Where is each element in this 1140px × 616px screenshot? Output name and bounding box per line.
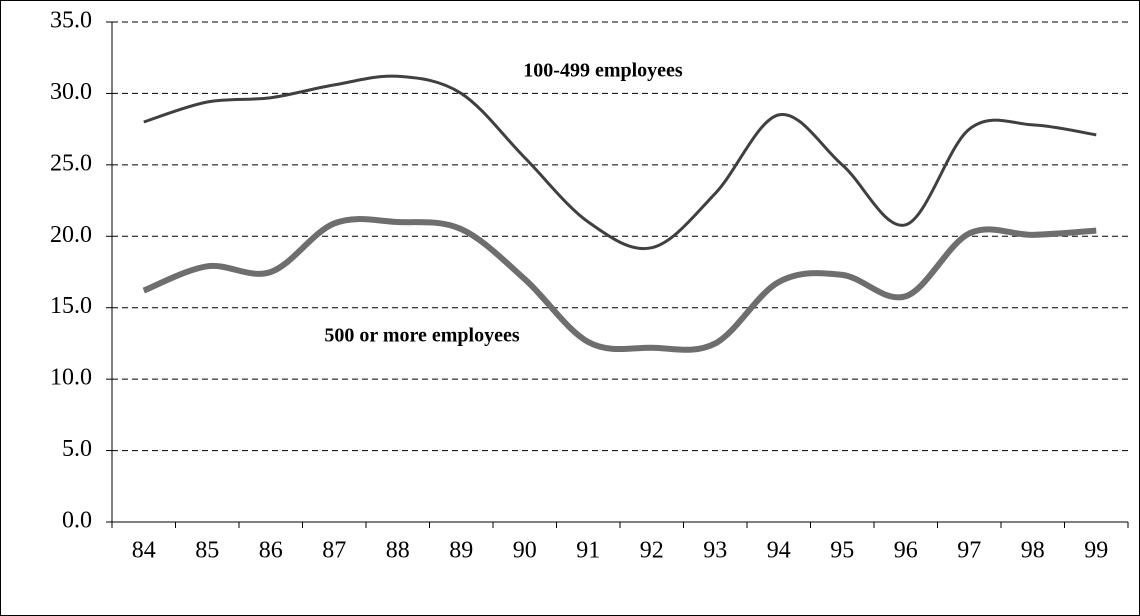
x-tick-label: 98 — [1021, 538, 1045, 564]
x-tick-label: 90 — [513, 538, 537, 564]
y-tick-label: 35.0 — [50, 8, 92, 34]
y-tick-label: 20.0 — [50, 222, 92, 248]
line — [143, 74, 1097, 251]
x-tick-label: 96 — [894, 538, 918, 564]
x-tick-label: 99 — [1084, 538, 1108, 564]
x-tick-label: 89 — [449, 538, 473, 564]
x-tick-label: 84 — [132, 538, 156, 564]
x-tick-label: 88 — [386, 538, 410, 564]
x-tick-label: 97 — [957, 538, 981, 564]
x-tick-label: 92 — [640, 538, 664, 564]
y-tick-label: 5.0 — [62, 436, 92, 462]
y-tick-label: 30.0 — [50, 79, 92, 105]
series-label: 100-499 employees — [523, 60, 683, 82]
x-tick-label: 87 — [322, 538, 346, 564]
x-tick-label: 95 — [830, 538, 854, 564]
x-tick-label: 91 — [576, 538, 600, 564]
x-tick-label: 94 — [767, 538, 791, 564]
y-tick-label: 25.0 — [50, 150, 92, 176]
x-tick-label: 86 — [259, 538, 283, 564]
line — [142, 216, 1097, 353]
x-tick-label: 85 — [195, 538, 219, 564]
y-tick-label: 0.0 — [62, 508, 92, 534]
y-tick-label: 15.0 — [50, 293, 92, 319]
y-tick-label: 10.0 — [50, 365, 92, 391]
x-tick-label: 93 — [703, 538, 727, 564]
series-label: 500 or more employees — [324, 325, 520, 347]
